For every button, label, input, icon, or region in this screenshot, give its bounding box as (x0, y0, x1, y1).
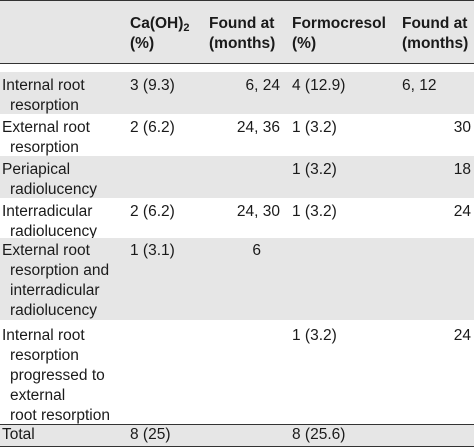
header-caoh: Ca(OH)2 (130, 15, 190, 34)
cell-caoh: 1 (3.1) (130, 242, 175, 259)
row-label: Total (2, 426, 35, 443)
cell-found-2: 6, 12 (402, 77, 437, 94)
cell-caoh: 8 (25) (130, 426, 171, 443)
cell-formocresol: 4 (12.9) (292, 77, 346, 94)
row-label: Interradicular radiolucency (2, 203, 98, 240)
cell-caoh: 2 (6.2) (130, 119, 175, 136)
row-label: Periapical radiolucency (2, 161, 98, 198)
header-rule (0, 63, 474, 64)
table-row (0, 156, 474, 198)
top-rule (0, 0, 474, 1)
cell-found-1: 24, 30 (236, 203, 280, 220)
total-row (0, 425, 474, 446)
row-label: External root resorption and interradicu… (2, 242, 110, 319)
cell-found-2: 24 (453, 203, 471, 220)
header-found-at-1: Found at (209, 15, 275, 32)
header-found-at-2-unit: (months) (402, 35, 469, 52)
cell-found-2: 30 (453, 119, 471, 136)
cell-formocresol: 8 (25.6) (292, 426, 346, 443)
row-label: Internal root resorption (2, 77, 85, 114)
header-caoh-unit: (%) (130, 35, 155, 52)
cell-found-2: 24 (453, 327, 471, 344)
cell-caoh: 2 (6.2) (130, 203, 175, 220)
cell-caoh: 3 (9.3) (130, 77, 175, 94)
cell-found-2: 18 (453, 161, 471, 178)
header-formocresol: Formocresol (292, 15, 386, 32)
total-rule (0, 424, 474, 425)
cell-formocresol: 1 (3.2) (292, 161, 337, 178)
cell-formocresol: 1 (3.2) (292, 119, 337, 136)
row-label: Internal root resorption progressed to e… (2, 327, 110, 424)
cell-formocresol: 1 (3.2) (292, 327, 337, 344)
cell-found-1: 24, 36 (236, 119, 280, 136)
cell-found-1: 6, 24 (245, 77, 280, 94)
header-found-at-1-unit: (months) (209, 35, 276, 52)
cell-formocresol: 1 (3.2) (292, 203, 337, 220)
table-row (0, 238, 474, 320)
header-found-at-2: Found at (402, 15, 468, 32)
table-row (0, 72, 474, 114)
header-formocresol-unit: (%) (292, 35, 317, 52)
header-row (0, 1, 474, 63)
cell-found-1: 6 (252, 242, 261, 259)
row-label: External root resorption (2, 119, 90, 156)
